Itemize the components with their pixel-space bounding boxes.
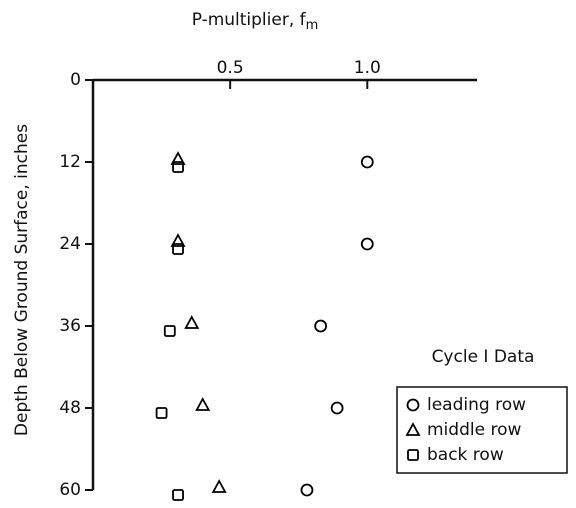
y-tick-label: 24 xyxy=(59,234,81,254)
triangle-marker xyxy=(211,479,227,493)
triangle-marker xyxy=(170,151,186,165)
square-marker xyxy=(172,489,184,501)
circle-marker xyxy=(360,237,374,251)
x-tick-label: 0.5 xyxy=(217,58,244,78)
circle-marker xyxy=(330,401,344,415)
y-tick-label: 0 xyxy=(70,70,81,90)
legend-label: middle row xyxy=(427,420,521,440)
triangle-marker xyxy=(170,233,186,247)
y-tick-label: 60 xyxy=(59,480,81,500)
circle-marker xyxy=(300,483,314,497)
circle-marker xyxy=(314,319,328,333)
y-axis-label: Depth Below Ground Surface, inches xyxy=(12,124,32,436)
legend-box xyxy=(396,386,568,474)
legend-label: back row xyxy=(427,445,504,465)
triangle-marker xyxy=(195,397,211,411)
circle-marker xyxy=(360,155,374,169)
triangle-marker xyxy=(184,315,200,329)
x-tick-label: 1.0 xyxy=(354,58,381,78)
square-marker xyxy=(163,325,176,337)
square-marker xyxy=(155,407,168,419)
x-axis-label-sub: m xyxy=(306,18,319,33)
square-marker xyxy=(407,449,419,461)
circle-marker xyxy=(406,398,420,412)
x-axis-label: P-multiplier, fm xyxy=(192,10,319,33)
y-tick-label: 12 xyxy=(59,152,81,172)
triangle-marker xyxy=(405,422,421,436)
y-tick-label: 36 xyxy=(59,316,81,336)
x-axis-label-main: P-multiplier, f xyxy=(192,10,307,30)
square-marker xyxy=(172,243,184,255)
y-tick-label: 48 xyxy=(59,398,81,418)
legend-title: Cycle I Data xyxy=(432,347,535,367)
legend-label: leading row xyxy=(427,395,526,415)
square-marker xyxy=(172,161,184,173)
